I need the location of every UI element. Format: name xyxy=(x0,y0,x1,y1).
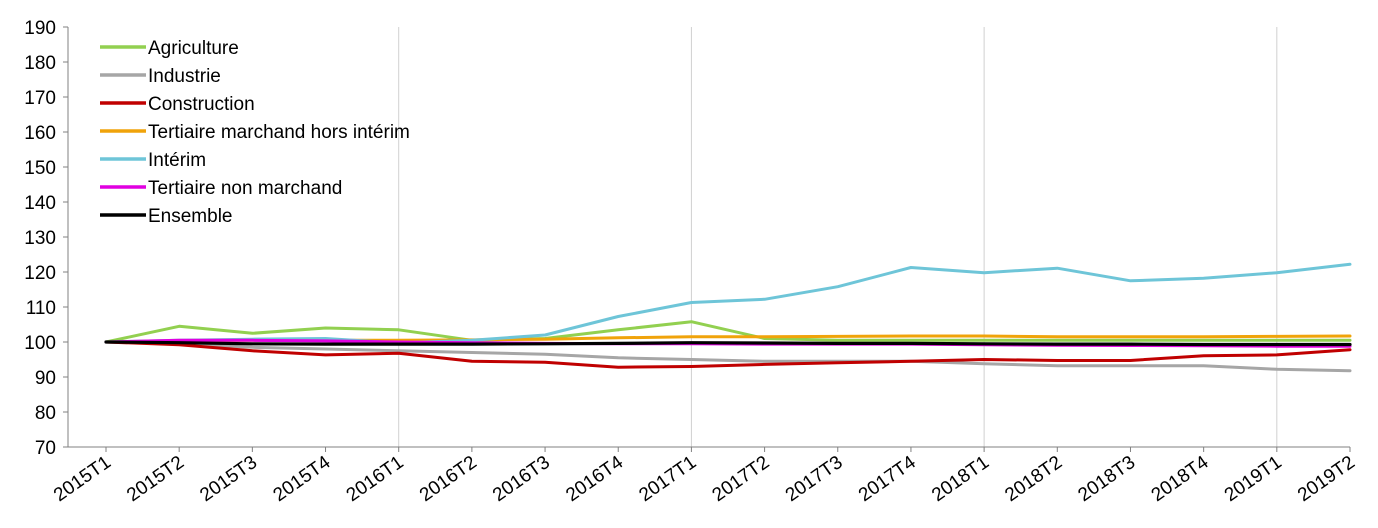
y-tick-label: 150 xyxy=(24,158,56,179)
x-tick-label: 2017T4 xyxy=(855,452,920,506)
y-tick-label: 70 xyxy=(35,438,56,459)
y-tick-label: 80 xyxy=(35,403,56,424)
x-tick-label: 2018T2 xyxy=(1001,452,1066,506)
y-tick-label: 110 xyxy=(26,298,56,319)
x-tick-label: 2015T2 xyxy=(123,452,188,506)
x-tick-label: 2018T3 xyxy=(1074,452,1139,506)
legend-label: Industrie xyxy=(148,66,221,87)
legend-label: Construction xyxy=(148,94,255,115)
x-tick-label: 2015T1 xyxy=(50,452,115,506)
series-line-construction xyxy=(104,340,1352,369)
y-tick-label: 170 xyxy=(24,88,56,109)
y-tick-label: 140 xyxy=(24,193,56,214)
legend-label: Tertiaire marchand hors intérim xyxy=(148,122,410,143)
y-tick-label: 120 xyxy=(24,263,56,284)
y-tick-label: 190 xyxy=(24,18,56,39)
y-tick-label: 100 xyxy=(24,333,56,354)
series-line-industrie xyxy=(104,340,1352,373)
series-line-int-rim xyxy=(104,262,1352,345)
x-tick-label: 2015T3 xyxy=(196,452,261,506)
legend-label: Intérim xyxy=(148,150,206,171)
x-tick-label: 2016T4 xyxy=(562,452,627,506)
y-axis: 70 80 90 100 110 120 130 140 150 160 170 180 190 xyxy=(24,18,69,459)
legend-label: Tertiaire non marchand xyxy=(148,178,342,199)
x-tick-label: 2016T2 xyxy=(416,452,481,506)
x-tick-label: 2018T1 xyxy=(928,452,993,506)
x-tick-label: 2017T1 xyxy=(635,452,700,506)
x-tick-label: 2017T2 xyxy=(709,452,774,506)
y-tick-label: 180 xyxy=(24,53,56,74)
legend: Agriculture Industrie Construction Tertiair… xyxy=(100,38,410,227)
legend-label: Ensemble xyxy=(148,206,233,227)
x-tick-label: 2015T4 xyxy=(270,452,335,506)
y-tick-label: 130 xyxy=(24,228,56,249)
vertical-gridlines xyxy=(398,27,1278,447)
x-tick-label: 2016T1 xyxy=(343,452,408,506)
x-tick-label: 2017T3 xyxy=(782,452,847,506)
x-axis: 2015T1 2015T2 2015T3 2015T4 2016T1 2016T2 2016… xyxy=(50,446,1359,506)
x-tick-label: 2016T3 xyxy=(489,452,554,506)
y-tick-label: 90 xyxy=(35,368,56,389)
x-tick-label: 2018T4 xyxy=(1148,452,1213,506)
series-line-ensemble xyxy=(104,340,1352,347)
series-line-agriculture xyxy=(104,320,1352,344)
x-tick-label: 2019T1 xyxy=(1221,452,1286,506)
y-tick-label: 160 xyxy=(24,123,56,144)
series-lines xyxy=(104,262,1352,373)
x-tick-label: 2019T2 xyxy=(1294,452,1359,506)
legend-label: Agriculture xyxy=(148,38,239,59)
